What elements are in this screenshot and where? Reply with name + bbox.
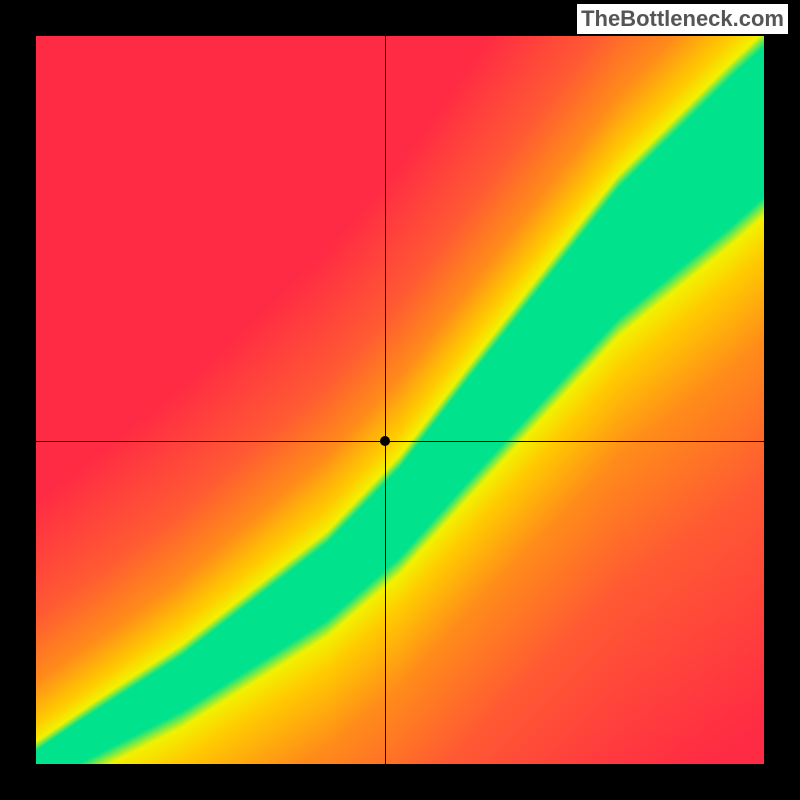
plot-area bbox=[36, 36, 764, 764]
crosshair-dot bbox=[380, 436, 390, 446]
watermark-text: TheBottleneck.com bbox=[577, 4, 788, 34]
crosshair-horizontal bbox=[36, 441, 764, 442]
chart-container: TheBottleneck.com bbox=[0, 0, 800, 800]
heatmap-canvas bbox=[36, 36, 764, 764]
crosshair-vertical bbox=[385, 36, 386, 764]
